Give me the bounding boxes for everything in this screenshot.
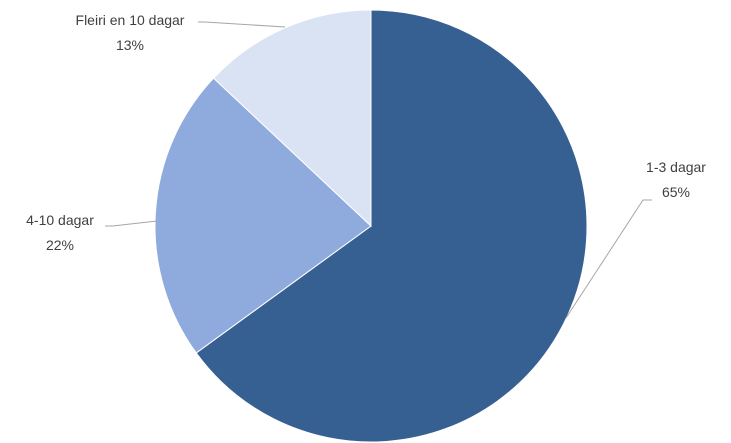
pie-slices: [154, 9, 588, 443]
slice-label-name: Fleiri en 10 dagar: [76, 12, 185, 28]
slice-label-fleiri-en-10-dagar: Fleiri en 10 dagar 13%: [76, 12, 185, 53]
slice-label-name: 1-3 dagar: [646, 159, 706, 175]
pie-slice-1-3-dagar: [195, 9, 588, 443]
leader-lines: [105, 21, 652, 319]
pie-slice-4-10-dagar: [154, 77, 372, 354]
pie-slice-fleiri-en-10-dagar: [212, 9, 372, 228]
slice-label-percent: 65%: [662, 184, 690, 200]
slice-label-4-10-dagar: 4-10 dagar 22%: [26, 212, 94, 253]
slice-label-percent: 13%: [116, 37, 144, 53]
slice-label-percent: 22%: [46, 237, 74, 253]
leader-line-4-10-dagar: [105, 220, 158, 227]
slice-label-name: 4-10 dagar: [26, 212, 94, 228]
leader-line-fleiri-en-10-dagar: [198, 21, 286, 28]
leader-line-1-3-dagar: [565, 199, 652, 319]
slice-label-1-3-dagar: 1-3 dagar 65%: [646, 159, 706, 200]
